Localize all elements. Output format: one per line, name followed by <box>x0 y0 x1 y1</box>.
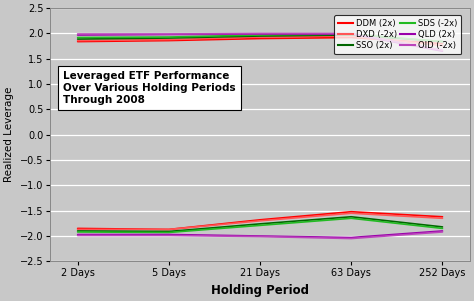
X-axis label: Holding Period: Holding Period <box>211 284 309 297</box>
Legend: DDM (2x), DXD (-2x), SSO (2x), SDS (-2x), QLD (2x), OID (-2x): DDM (2x), DXD (-2x), SSO (2x), SDS (-2x)… <box>334 15 462 54</box>
Y-axis label: Realized Leverage: Realized Leverage <box>4 87 14 182</box>
Text: Leveraged ETF Performance
Over Various Holding Periods
Through 2008: Leveraged ETF Performance Over Various H… <box>63 71 236 105</box>
